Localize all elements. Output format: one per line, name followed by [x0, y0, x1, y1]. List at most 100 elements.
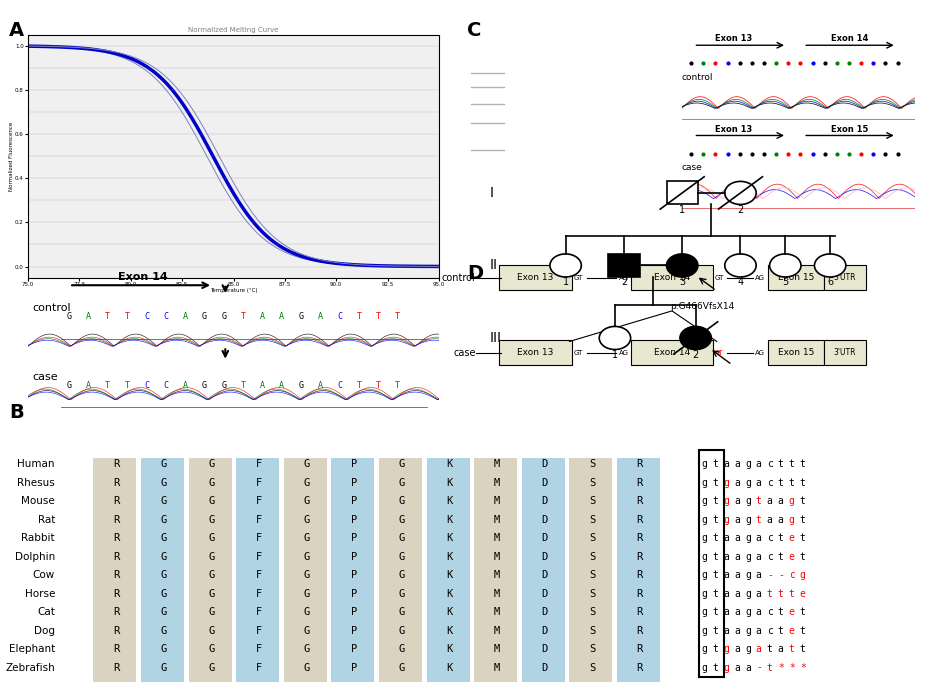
Text: G: G [399, 607, 405, 617]
Text: K: K [446, 459, 453, 469]
Text: G: G [202, 312, 206, 321]
Text: R: R [113, 570, 120, 580]
Text: P: P [351, 533, 358, 543]
Text: F: F [256, 533, 262, 543]
Circle shape [680, 326, 712, 350]
Text: t: t [712, 459, 718, 469]
Ellipse shape [617, 119, 638, 126]
Text: P: P [351, 552, 358, 561]
Text: G: G [161, 589, 167, 599]
Text: A: A [318, 380, 323, 389]
Text: D: D [542, 625, 547, 636]
Text: t: t [778, 459, 784, 469]
Text: c: c [767, 459, 772, 469]
Text: g: g [745, 515, 751, 525]
Text: P: P [351, 570, 358, 580]
Text: P: P [351, 477, 358, 488]
Text: p.G466VfsX14: p.G466VfsX14 [670, 303, 734, 311]
Text: AG: AG [756, 350, 765, 355]
Text: K: K [446, 496, 453, 506]
Text: AG: AG [756, 275, 765, 280]
Text: G: G [399, 625, 405, 636]
Text: F: F [256, 459, 262, 469]
Text: G: G [208, 570, 215, 580]
Text: T: T [395, 312, 400, 321]
Text: t: t [789, 589, 795, 599]
Text: G: G [208, 552, 215, 561]
Text: AG: AG [618, 275, 629, 280]
Text: G: G [304, 644, 310, 654]
Text: G: G [298, 312, 304, 321]
Text: P: P [351, 607, 358, 617]
Text: -: - [756, 663, 762, 672]
Text: a: a [734, 552, 740, 561]
Text: t: t [767, 663, 772, 672]
Text: G: G [208, 515, 215, 525]
Text: C: C [163, 380, 168, 389]
Text: G: G [161, 477, 167, 488]
Text: control: control [32, 303, 71, 313]
Text: II: II [489, 258, 498, 273]
Text: t: t [789, 459, 795, 469]
Text: F: F [256, 515, 262, 525]
Text: Rabbit: Rabbit [21, 533, 55, 543]
Text: P: P [351, 644, 358, 654]
Text: III: III [489, 331, 502, 345]
Circle shape [770, 254, 801, 277]
Text: R: R [637, 459, 643, 469]
FancyBboxPatch shape [93, 458, 136, 682]
Text: a: a [723, 533, 729, 543]
Text: G: G [221, 312, 226, 321]
Text: D: D [542, 589, 547, 599]
Text: F: F [256, 552, 262, 561]
Text: G: G [161, 552, 167, 561]
Text: D: D [467, 264, 483, 282]
Text: G: G [399, 459, 405, 469]
Text: e: e [789, 625, 795, 636]
Text: g: g [745, 644, 751, 654]
Text: t: t [800, 477, 806, 488]
Ellipse shape [522, 119, 547, 126]
Text: C: C [467, 21, 481, 40]
Text: Exon 13: Exon 13 [517, 273, 554, 282]
Text: T: T [106, 312, 110, 321]
Text: t: t [767, 644, 772, 654]
Text: a: a [723, 552, 729, 561]
Text: R: R [113, 496, 120, 506]
Text: D: D [542, 663, 547, 672]
Text: R: R [637, 533, 643, 543]
Text: Exon 13: Exon 13 [517, 348, 554, 357]
Text: D: D [542, 515, 547, 525]
Text: P: P [351, 625, 358, 636]
Text: case: case [32, 372, 58, 382]
Text: G: G [66, 380, 72, 389]
Text: 2: 2 [692, 350, 699, 359]
Text: t: t [789, 644, 795, 654]
FancyBboxPatch shape [768, 265, 824, 290]
Text: G: G [208, 663, 215, 672]
FancyBboxPatch shape [189, 458, 232, 682]
Text: D: D [542, 533, 547, 543]
Circle shape [814, 254, 846, 277]
Text: t: t [712, 533, 718, 543]
Text: G: G [208, 589, 215, 599]
Text: G: G [304, 625, 310, 636]
Text: M: M [494, 477, 500, 488]
Text: A: A [279, 312, 284, 321]
Text: T: T [357, 380, 361, 389]
Text: Exon 13: Exon 13 [715, 125, 752, 134]
Circle shape [600, 326, 630, 350]
Text: g: g [745, 477, 751, 488]
Text: G: G [399, 552, 405, 561]
Text: t: t [800, 607, 806, 617]
Text: D: D [542, 496, 547, 506]
Text: t: t [712, 496, 718, 506]
Text: Dog: Dog [34, 625, 55, 636]
Text: S: S [589, 533, 595, 543]
Text: M: M [494, 496, 500, 506]
Text: *: * [778, 663, 784, 672]
Text: g: g [700, 533, 707, 543]
Text: F: F [256, 589, 262, 599]
Text: -: - [767, 570, 772, 580]
FancyBboxPatch shape [332, 458, 375, 682]
